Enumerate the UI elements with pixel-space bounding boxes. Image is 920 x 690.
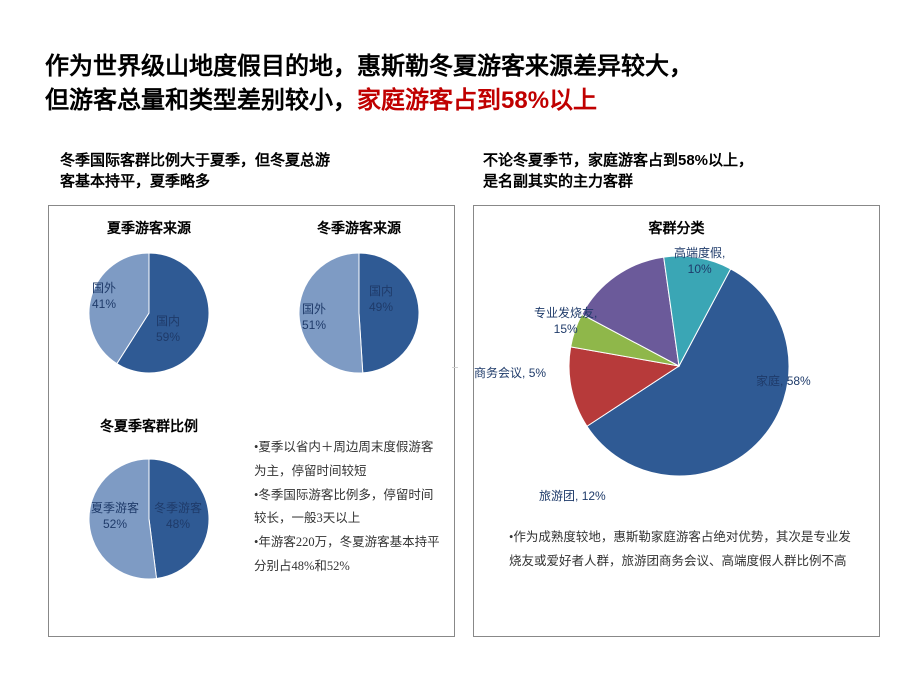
right-bullets: 作为成熟度较地，惠斯勒家庭游客占绝对优势，其次是专业发烧友或爱好者人群，旅游团商… (509, 526, 854, 574)
title-part2: 但游客总量和类型差别较小， (45, 87, 357, 114)
winter-domestic-label: 国内49% (369, 284, 393, 315)
left-bullet-2: 冬季国际游客比例多，停留时间较长，一般3天以上 (254, 484, 444, 532)
segments-pie (564, 251, 794, 481)
seg-luxury-label: 高端度假,10% (674, 246, 725, 277)
winter-pie-title: 冬季游客来源 (289, 218, 429, 238)
right-subtitle: 不论冬夏季节，家庭游客占到58%以上， 是名副其实的主力客群 (483, 150, 873, 192)
title-part1: 作为世界级山地度假目的地，惠斯勒冬夏游客来源差异较大， (45, 53, 693, 80)
summer-pie-title: 夏季游客来源 (79, 218, 219, 238)
seg-tour-label: 旅游团, 12% (539, 489, 606, 505)
seg-enthusiast-label: 专业发烧友,15% (534, 306, 597, 337)
right-bullet-1: 作为成熟度较地，惠斯勒家庭游客占绝对优势，其次是专业发烧友或爱好者人群，旅游团商… (509, 526, 854, 574)
ratio-summer-label: 夏季游客52% (91, 501, 139, 532)
ratio-pie-title: 冬夏季客群比例 (79, 416, 219, 436)
left-bullet-3: 年游客220万，冬夏游客基本持平分别占48%和52% (254, 531, 444, 579)
summer-domestic-label: 国内59% (156, 314, 180, 345)
right-panel: 客群分类 高端度假,10% 专业发烧友,15% 商务会议, 5% 家庭, 58%… (473, 205, 880, 637)
left-bullet-1: 夏季以省内＋周边周末度假游客为主，停留时间较短 (254, 436, 444, 484)
title-highlight: 家庭游客占到58%以上 (357, 87, 597, 114)
summer-foreign-label: 国外41% (92, 281, 116, 312)
winter-foreign-label: 国外51% (302, 302, 326, 333)
left-bullets: 夏季以省内＋周边周末度假游客为主，停留时间较短 冬季国际游客比例多，停留时间较长… (254, 436, 444, 579)
seg-business-label: 商务会议, 5% (474, 366, 546, 382)
left-subtitle: 冬季国际客群比例大于夏季，但冬夏总游 客基本持平，夏季略多 (60, 150, 430, 192)
summer-pie (84, 248, 214, 378)
left-panel: 夏季游客来源 国外41% 国内59% 冬季游客来源 国外51% 国内49% 冬夏… (48, 205, 455, 637)
center-marker (452, 367, 458, 368)
ratio-winter-label: 冬季游客48% (154, 501, 202, 532)
page-title: 作为世界级山地度假目的地，惠斯勒冬夏游客来源差异较大， 但游客总量和类型差别较小… (45, 50, 875, 117)
seg-family-label: 家庭, 58% (756, 374, 811, 390)
segments-pie-title: 客群分类 (474, 218, 879, 238)
